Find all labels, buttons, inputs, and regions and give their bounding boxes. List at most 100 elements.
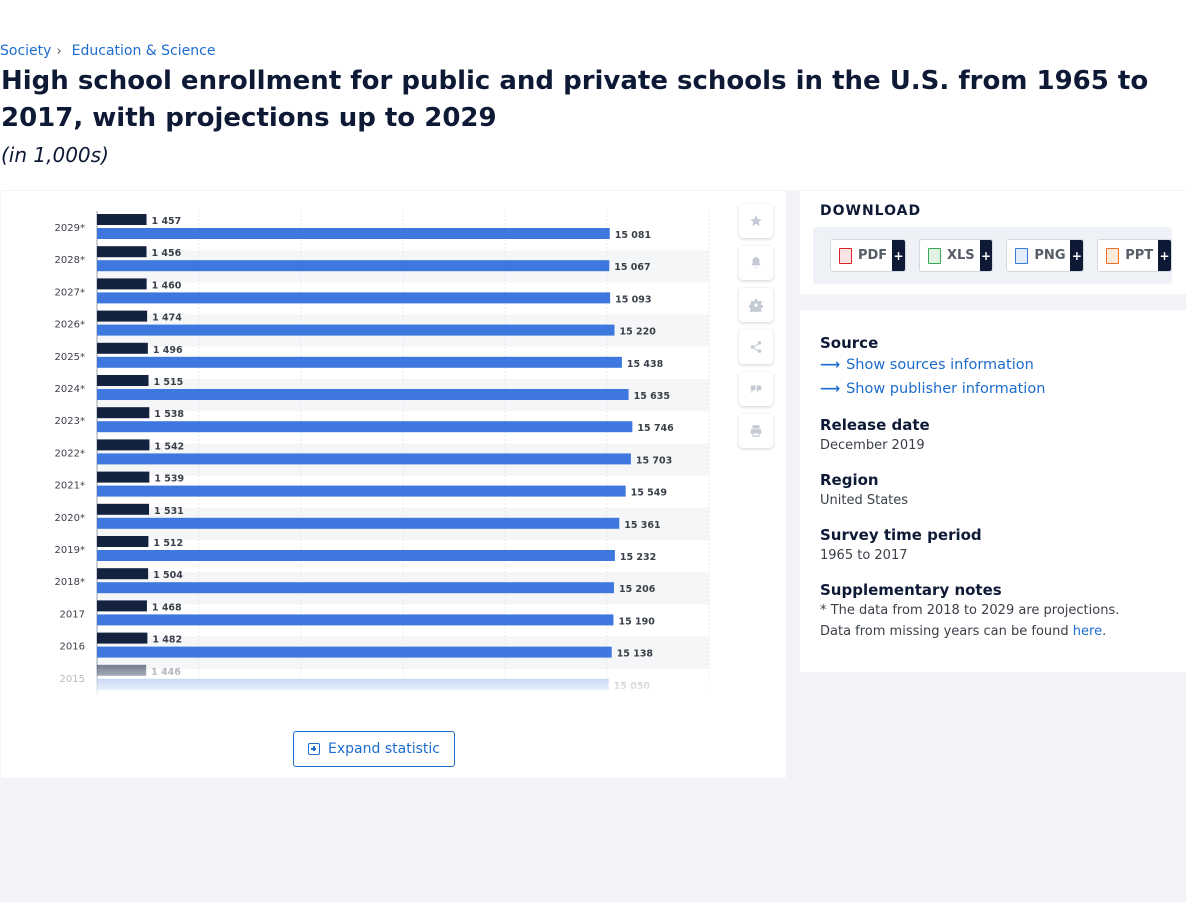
data-label-private: 1 474 [152,313,182,324]
notes-line-2-end: . [1102,624,1107,639]
download-png-button[interactable]: PNG + [1006,239,1085,272]
page-subtitle: (in 1,000s) [1,143,109,167]
bar-public [97,389,629,400]
bar-public [97,324,615,336]
bar-chart: 2029* 1 457 15 081 2028* 1 456 15 067 2027* 1 4… [55,211,710,696]
data-label-private: 1 446 [151,667,181,678]
chart-toolbar [739,204,773,448]
data-label-private: 1 456 [152,248,182,259]
data-label-private: 1 504 [153,570,183,581]
data-label-public: 15 635 [634,391,670,402]
bar-private [97,278,147,290]
data-label-public: 15 138 [617,649,654,660]
cite-button[interactable] [739,372,773,406]
breadcrumb-society[interactable]: Society [0,43,52,59]
data-label-public: 15 361 [624,520,660,531]
bar-public [97,292,611,304]
bar-private [97,310,148,322]
bar-private [97,600,147,612]
show-sources-link[interactable]: ⟶ Show sources information [820,357,1034,373]
notes-here-link[interactable]: here [1072,624,1103,639]
bar-public [97,678,609,690]
bar-private [97,664,147,676]
star-icon [750,215,762,227]
download-ppt-button[interactable]: PPT + [1097,239,1172,272]
survey-period-value: 1965 to 2017 [820,548,908,563]
ppt-file-icon [1106,247,1120,264]
bell-icon [751,257,761,269]
bar-public [97,646,612,658]
data-label-private: 1 496 [153,345,183,356]
release-date-value: December 2019 [820,438,925,453]
category-label: 2015 [60,674,85,685]
arrow-right-icon: ⟶ [820,357,841,373]
bar-private [97,568,149,580]
plus-icon: + [1070,240,1084,271]
arrow-right-icon: ⟶ [820,381,841,397]
notification-button[interactable] [739,246,773,280]
data-label-public: 15 746 [637,423,674,434]
category-label: 2022* [55,448,85,459]
share-button[interactable] [739,330,773,364]
show-publisher-label: Show publisher information [846,381,1046,397]
category-label: 2021* [55,481,85,492]
chart-card: 2029* 1 457 15 081 2028* 1 456 15 067 2027* 1 4… [1,191,786,778]
download-pdf-label: PDF [857,248,888,263]
data-label-public: 15 232 [620,552,656,563]
download-png-label: PNG [1034,248,1066,263]
breadcrumb-education-science[interactable]: Education & Science [71,43,216,59]
bar-private [97,503,150,515]
category-label: 2017 [60,609,85,620]
settings-button[interactable] [739,288,773,322]
png-file-icon [1015,247,1029,264]
bar-private [97,439,150,451]
data-label-public: 15 050 [614,681,651,692]
data-label-public: 15 703 [636,455,672,466]
breadcrumb-separator: › [56,43,62,59]
pdf-file-icon [839,247,852,264]
share-icon [750,341,762,353]
bar-private [97,536,149,547]
category-label: 2025* [55,352,85,363]
download-card: DOWNLOAD PDF + XLS + PNG + PPT + [800,191,1186,294]
download-buttons: PDF + XLS + PNG + PPT + [813,227,1172,284]
plus-icon: + [979,240,993,271]
source-heading: Source [820,334,879,352]
header-area: Society › Education & Science High schoo… [0,0,1186,190]
bar-public [97,614,614,626]
category-label: 2029* [55,223,85,234]
data-label-private: 1 482 [152,635,182,646]
favorite-button[interactable] [739,204,773,238]
data-label-public: 15 093 [615,294,651,305]
download-xls-button[interactable]: XLS + [918,239,994,272]
bar-public [97,421,633,433]
region-heading: Region [820,471,879,489]
data-label-private: 1 531 [154,506,184,517]
download-ppt-label: PPT [1125,248,1154,263]
survey-period-heading: Survey time period [820,526,982,544]
bar-private [97,375,149,386]
breadcrumb: Society › Education & Science [0,43,215,59]
data-label-public: 15 190 [618,616,655,627]
bar-public [97,453,631,465]
bar-private [97,342,148,354]
bar-public [97,260,610,272]
show-publisher-link[interactable]: ⟶ Show publisher information [820,381,1045,397]
bar-private [97,246,147,258]
print-button[interactable] [739,414,773,448]
data-label-public: 15 438 [627,359,664,370]
bar-private [97,632,148,644]
category-label: 2026* [55,320,85,331]
plus-icon: + [892,240,905,271]
bar-private [97,471,150,483]
expand-statistic-button[interactable]: Expand statistic [293,731,455,767]
data-label-public: 15 067 [614,262,650,273]
gear-icon [749,299,763,312]
bar-public [97,228,610,239]
download-pdf-button[interactable]: PDF + [830,239,906,272]
category-label: 2019* [55,545,85,556]
supplementary-notes-heading: Supplementary notes [820,581,1002,599]
data-label-private: 1 512 [153,538,183,549]
data-label-public: 15 081 [615,230,651,241]
bar-private [97,214,147,225]
